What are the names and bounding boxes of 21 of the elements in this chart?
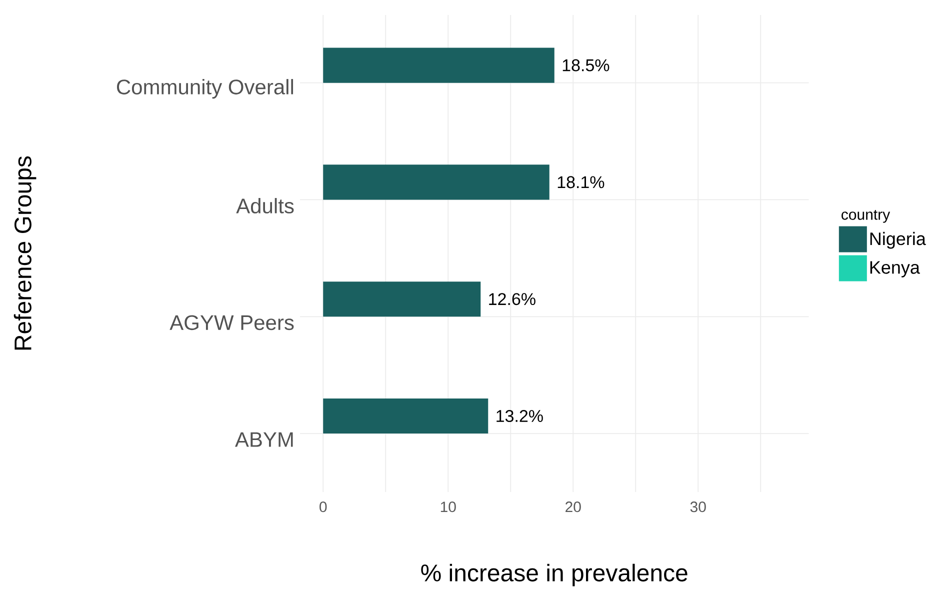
y-tick-label: AGYW Peers xyxy=(170,315,294,330)
bar xyxy=(323,48,554,83)
y-axis-title: Reference Groups xyxy=(14,156,36,350)
x-tick-label: 0 xyxy=(320,502,327,512)
y-tick-label: Community Overall xyxy=(116,79,294,99)
x-tick-label: 30 xyxy=(690,502,706,512)
bar xyxy=(323,398,488,434)
data-label: 12.6% xyxy=(489,293,536,306)
bar xyxy=(323,164,550,200)
legend-label: Nigeria xyxy=(870,232,926,249)
legend-label: Kenya xyxy=(870,261,920,278)
data-label: 18.1% xyxy=(558,176,604,188)
x-tick-label: 20 xyxy=(566,502,581,512)
data-label: 18.5% xyxy=(562,59,610,72)
legend-title: country xyxy=(842,210,890,223)
data-label: 13.2% xyxy=(496,410,543,422)
x-tick-label: 10 xyxy=(440,502,456,512)
y-tick-label: ABYM xyxy=(235,432,293,447)
x-axis-title: % increase in prevalence xyxy=(421,564,688,586)
bar xyxy=(323,282,481,317)
y-tick-label: Adults xyxy=(236,198,294,214)
